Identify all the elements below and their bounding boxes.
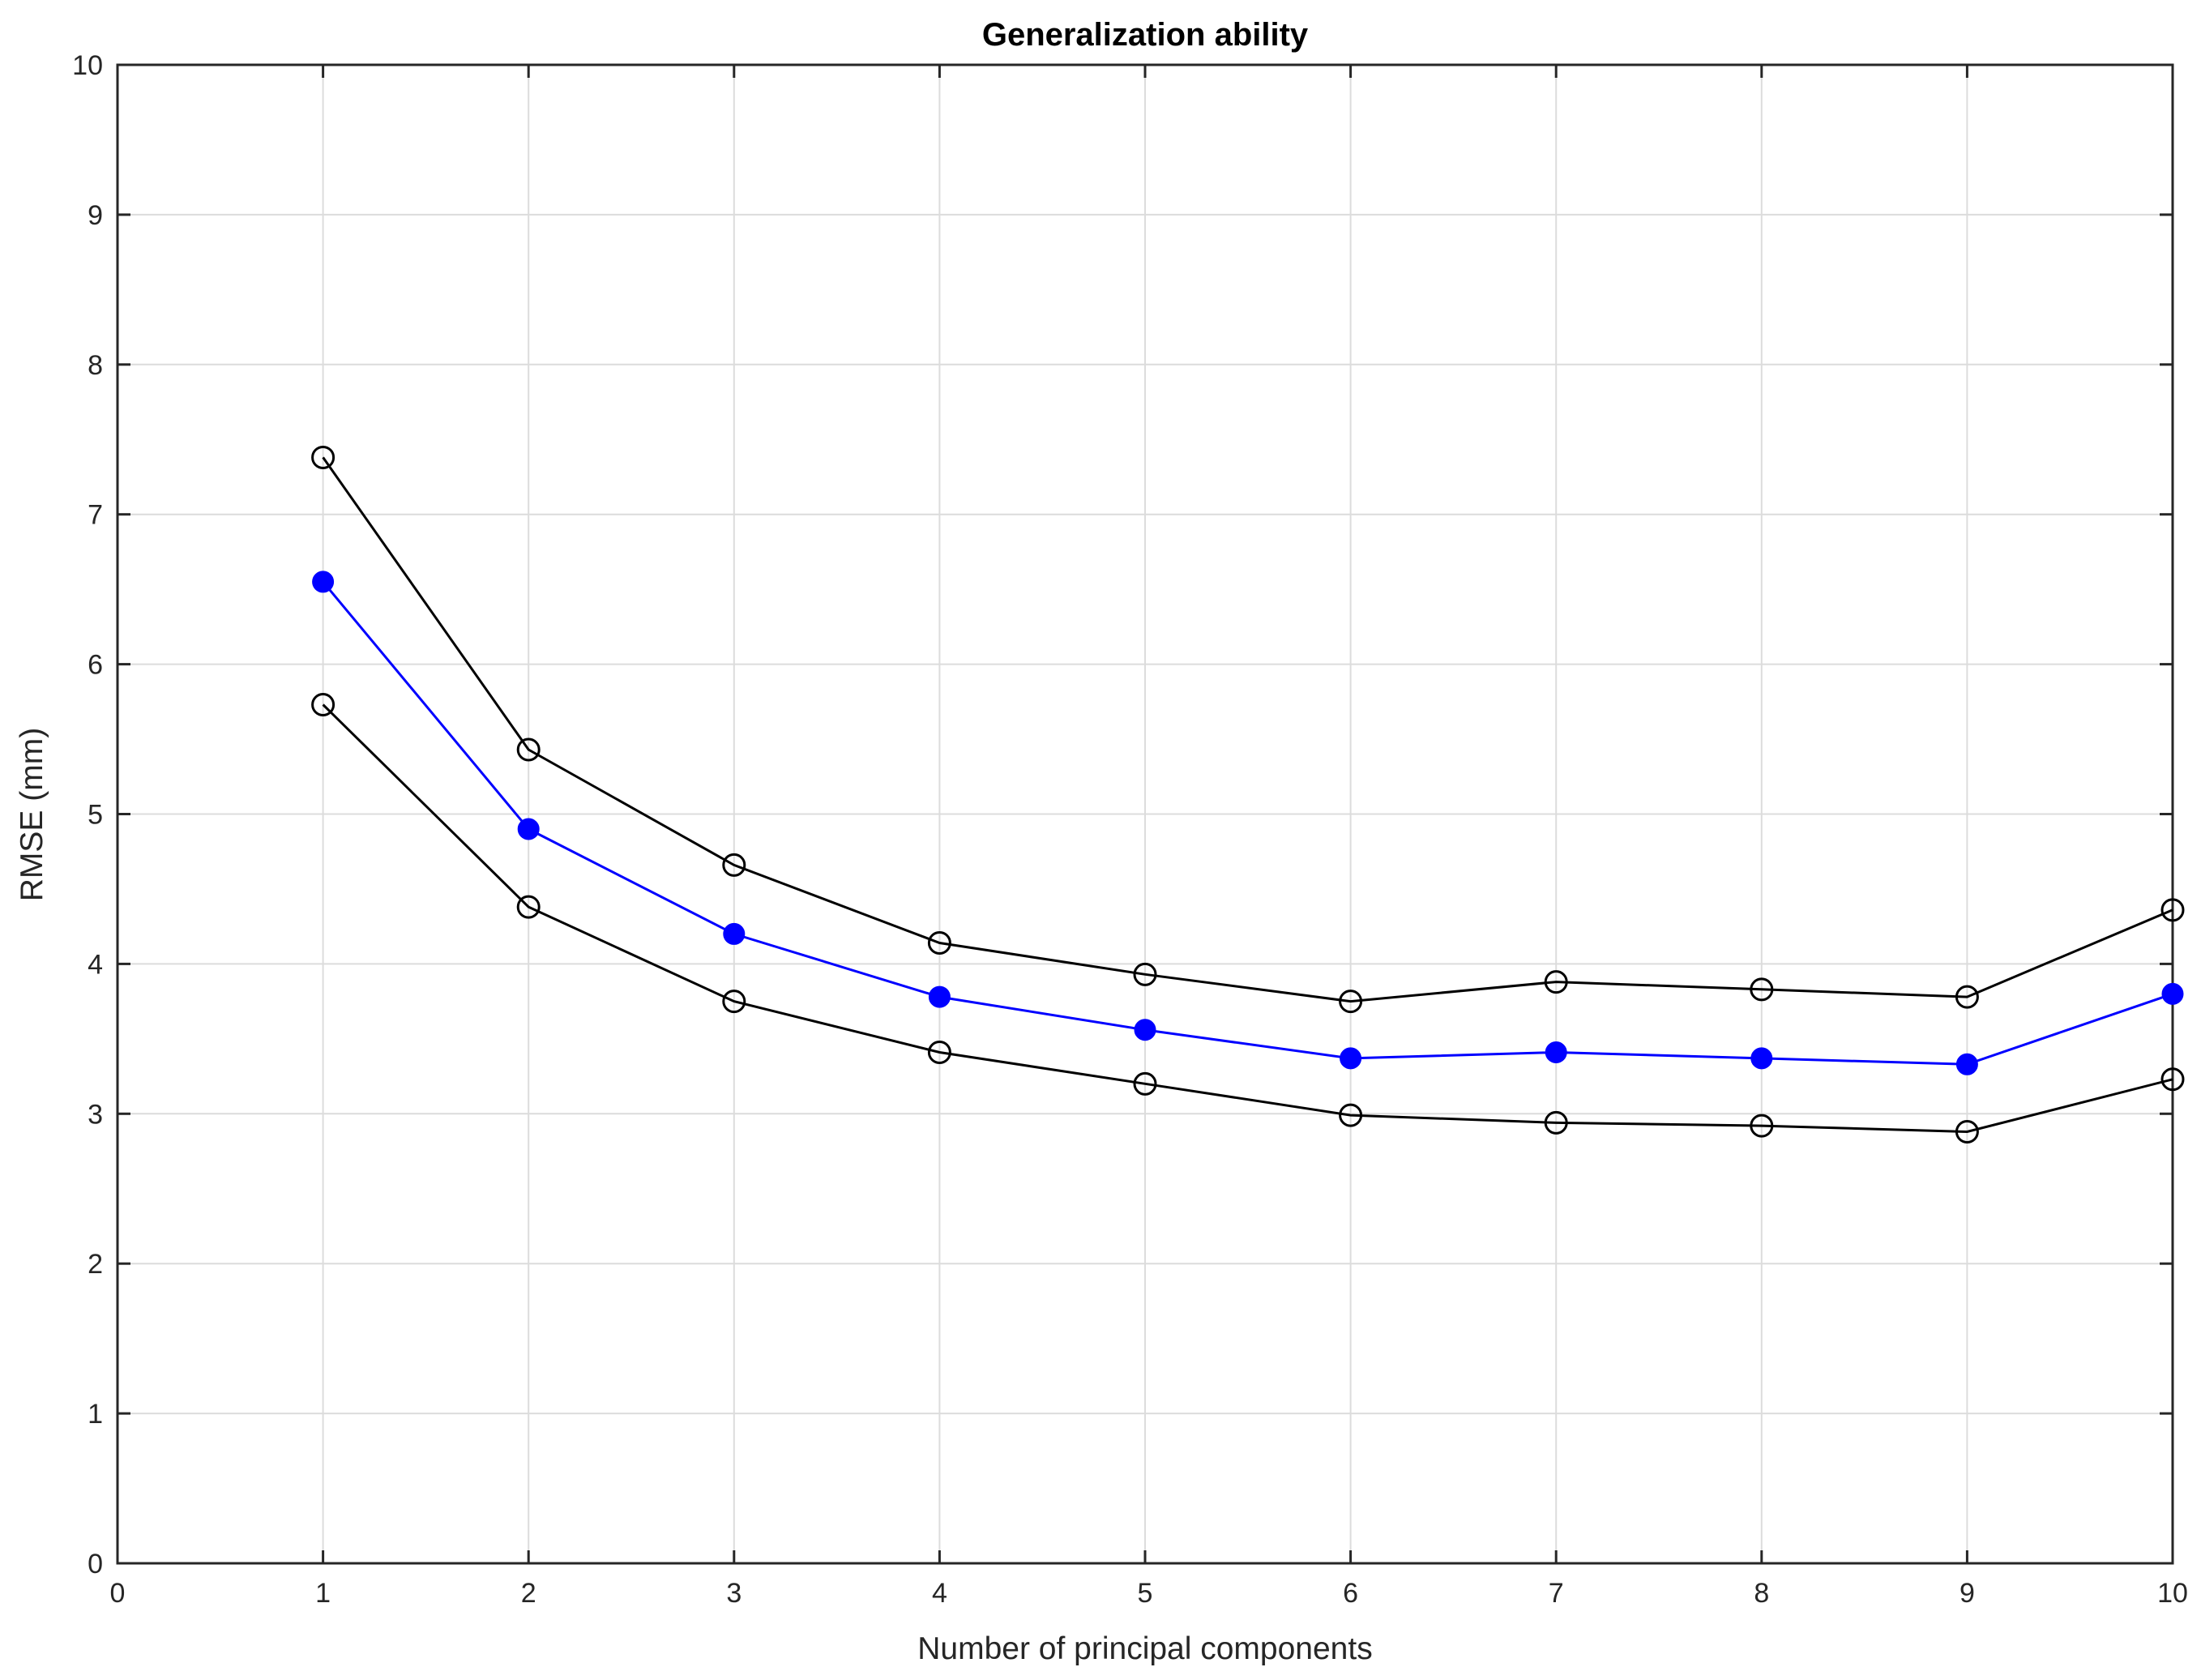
x-tick-label: 10 (2157, 1578, 2188, 1609)
series-3-point (1133, 1071, 1157, 1096)
series-1-point (927, 931, 951, 955)
series-2-point (1955, 1053, 1978, 1075)
series-3-line (322, 703, 2173, 1134)
y-axis-label: RMSE (mm) (15, 728, 49, 901)
y-tick-label: 8 (88, 350, 103, 381)
y-tick-label: 2 (88, 1249, 103, 1280)
series-1-point (1750, 977, 1774, 1002)
y-tick-label: 9 (88, 200, 103, 231)
series-2-point (312, 571, 335, 593)
y-tick-label: 1 (88, 1399, 103, 1430)
series-2-point (1134, 1019, 1156, 1041)
x-tick-label: 9 (1960, 1578, 1975, 1609)
data-series (311, 445, 2185, 1144)
x-tick-label: 7 (1549, 1578, 1564, 1609)
y-tick-label: 5 (88, 800, 103, 831)
series-3-point (927, 1040, 951, 1064)
series-3-point (1339, 1103, 1363, 1127)
series-1-point (2160, 898, 2185, 922)
series-2-point (928, 985, 951, 1008)
series-2-point (2161, 982, 2184, 1005)
x-tick-label: 6 (1343, 1578, 1358, 1609)
series-2-point (517, 818, 540, 840)
series-3-point (1544, 1110, 1568, 1135)
x-tick-label: 2 (521, 1578, 536, 1609)
y-tick-label: 4 (88, 949, 103, 980)
x-tick-label: 1 (315, 1578, 331, 1609)
y-tick-label: 0 (88, 1549, 103, 1580)
y-tick-label: 10 (72, 50, 103, 81)
chart-title: Generalization ability (982, 17, 1309, 53)
x-tick-label: 8 (1754, 1578, 1769, 1609)
series-2-point (723, 922, 746, 945)
series-3-point (1750, 1114, 1774, 1138)
series-2-point (1750, 1047, 1773, 1070)
x-tick-label: 3 (726, 1578, 742, 1609)
series-1-point (311, 445, 335, 469)
series-2-line (322, 580, 2173, 1066)
series-3 (311, 693, 2185, 1144)
series-1 (311, 445, 2185, 1014)
series-1-point (722, 853, 746, 877)
series-1-line (322, 456, 2173, 1003)
series-2 (312, 571, 2184, 1075)
x-axis-label: Number of principal components (917, 1631, 1372, 1666)
series-1-point (1133, 962, 1157, 986)
series-3-point (516, 895, 541, 919)
y-tick-label: 6 (88, 650, 103, 681)
axis-ticks: 0 1 2 3 4 5 6 7 8 9 10 0 1 2 3 4 5 6 7 8 9 10 (72, 50, 2188, 1609)
y-tick-label: 3 (88, 1099, 103, 1130)
series-3-point (722, 990, 746, 1014)
series-1-point (1955, 985, 1979, 1009)
series-1-point (1544, 970, 1568, 994)
x-tick-label: 5 (1138, 1578, 1153, 1609)
series-3-point (2160, 1067, 2185, 1092)
series-2-point (1545, 1041, 1567, 1063)
series-3-point (311, 693, 335, 717)
series-1-point (516, 737, 541, 762)
x-tick-label: 0 (110, 1578, 126, 1609)
series-2-point (1340, 1047, 1362, 1070)
series-1-point (1339, 990, 1363, 1014)
series-3-point (1955, 1119, 1979, 1144)
y-tick-label: 7 (88, 500, 103, 531)
x-tick-label: 4 (932, 1578, 947, 1609)
